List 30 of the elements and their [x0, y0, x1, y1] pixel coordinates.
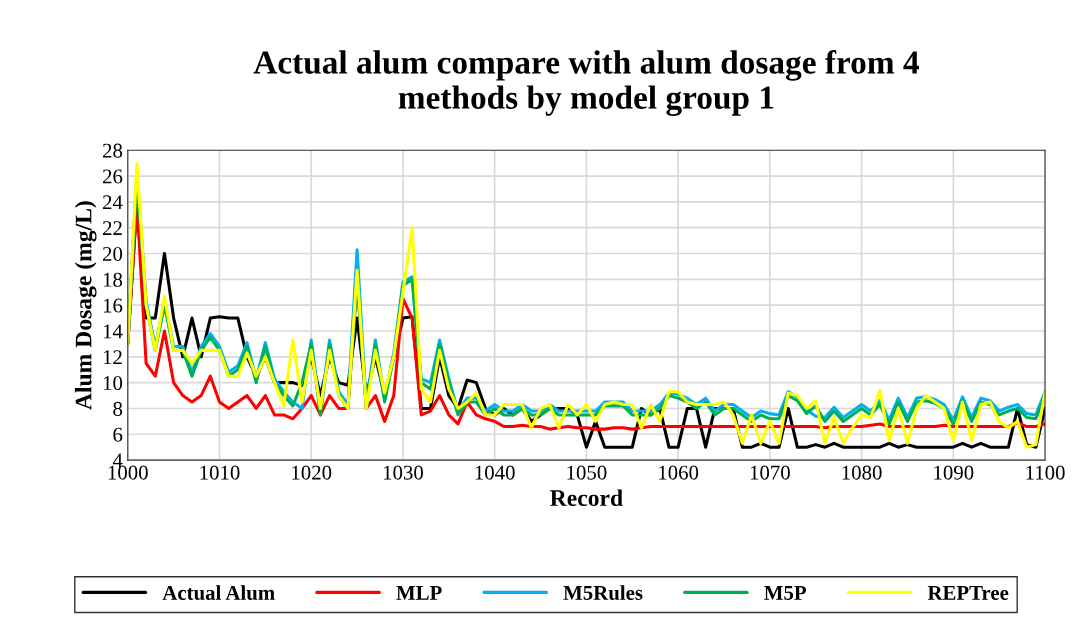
y-tick-label: 10	[103, 376, 123, 391]
legend-label: M5Rules	[563, 585, 643, 600]
y-tick-label: 28	[102, 143, 123, 158]
x-tick-label: 1020	[292, 465, 332, 480]
y-tick-label: 20	[102, 246, 123, 261]
y-tick-label: 12	[103, 350, 122, 365]
y-axis-title: Alum Dosage (mg/L)	[74, 201, 97, 410]
legend-label: REPTree	[927, 586, 1009, 600]
legend-label: M5P	[764, 586, 807, 600]
y-tick-label: 24	[102, 195, 123, 210]
legend-label: MLP	[396, 586, 442, 600]
legend-label: Actual Alum	[162, 585, 275, 600]
x-tick-label: 1040	[475, 465, 515, 480]
y-tick-label: 8	[113, 401, 123, 416]
y-tick-label: 18	[103, 272, 123, 287]
x-axis-title: Record	[550, 489, 623, 507]
x-tick-label: 1010	[200, 465, 240, 480]
y-tick-label: 14	[103, 324, 123, 339]
x-tick-label: 1060	[659, 465, 699, 480]
x-tick-label: 1100	[1026, 465, 1065, 480]
y-tick-label: 6	[113, 427, 123, 442]
x-tick-label: 1030	[383, 465, 423, 480]
x-tick-label: 1050	[567, 465, 607, 480]
x-tick-label: 1080	[842, 465, 882, 480]
x-tick-label: 1090	[934, 465, 974, 480]
y-tick-label: 16	[103, 298, 123, 313]
y-tick-label: 22	[102, 221, 122, 235]
x-tick-label: 1070	[750, 465, 790, 480]
chart-title: Actual alum compare with alum dosage from 4 methods by model group 1	[253, 49, 919, 116]
y-tick-label: 26	[102, 169, 123, 184]
